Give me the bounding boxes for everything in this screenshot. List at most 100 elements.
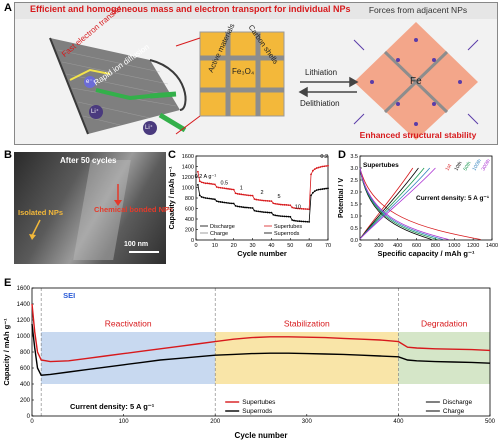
- region-band: [398, 332, 490, 384]
- data-point: [289, 215, 292, 218]
- x-tick-label: 50: [287, 243, 293, 249]
- data-point: [327, 164, 329, 167]
- data-point: [200, 196, 203, 198]
- x-tick-label: 800: [431, 243, 440, 249]
- data-point: [257, 210, 260, 213]
- y-tick-label: 1400: [182, 165, 194, 171]
- ion-symbol: Li⁺: [91, 109, 99, 115]
- x-tick-label: 400: [393, 243, 402, 249]
- x-axis-label: Cycle number: [237, 249, 287, 258]
- panel-e-label: E: [4, 277, 12, 289]
- y-tick-label: 200: [185, 228, 194, 234]
- fe3o4-grid: [175, 31, 285, 135]
- ion-symbol-2: Li⁺: [145, 125, 153, 131]
- data-point: [204, 197, 207, 199]
- data-point: [208, 182, 211, 185]
- data-point: [266, 199, 269, 202]
- data-point: [212, 198, 214, 200]
- y-tick-label: 3.5: [350, 154, 358, 160]
- discharge-curve-50th: [359, 167, 438, 240]
- data-point: [274, 214, 277, 217]
- data-point: [279, 215, 282, 218]
- panel-a-banner: [15, 3, 497, 19]
- data-point: [291, 206, 294, 209]
- x-tick-label: 1000: [448, 243, 460, 249]
- y-axis-label: Capacity / mAh g⁻¹: [169, 166, 176, 229]
- data-point: [272, 213, 275, 216]
- data-point: [236, 192, 239, 195]
- data-point: [287, 204, 290, 206]
- data-point: [240, 206, 243, 208]
- discharge-curve-1st: [359, 167, 481, 240]
- y-tick-label: 3.0: [350, 166, 358, 172]
- lithiation-label: Lithiation: [305, 68, 338, 77]
- rate-label: 5: [277, 194, 280, 200]
- supertube-illustration: [49, 37, 187, 135]
- x-tick-label: 600: [412, 243, 421, 249]
- cycle-label: 100th: [472, 158, 484, 172]
- conversion-arrows: [298, 76, 359, 98]
- data-point: [219, 201, 222, 203]
- data-point: [244, 193, 246, 196]
- y-tick-label: 2.0: [350, 190, 358, 196]
- rate-label: 10: [295, 205, 301, 211]
- data-point: [221, 187, 224, 189]
- data-point: [246, 194, 248, 197]
- charge-curve-50th: [359, 167, 425, 240]
- data-point: [268, 211, 271, 214]
- data-point: [321, 188, 324, 190]
- data-point: [259, 199, 262, 201]
- data-point: [257, 198, 260, 201]
- data-point: [240, 193, 243, 196]
- data-point: [315, 167, 318, 169]
- data-point: [242, 193, 245, 196]
- y-tick-label: 1.0: [350, 214, 358, 220]
- data-point: [242, 206, 245, 209]
- data-point: [306, 208, 309, 211]
- data-point: [208, 197, 211, 200]
- data-point: [234, 204, 237, 207]
- x-tick-label: 0: [358, 243, 361, 249]
- data-point: [302, 220, 305, 223]
- data-point: [198, 194, 201, 197]
- data-point: [266, 211, 269, 214]
- chart-c: 0 10 20 30 40 50 60 70 0 200 400 600 800 1000 1200 1400…: [169, 154, 331, 258]
- sei-label: SEI: [63, 291, 75, 300]
- chart-title: Supertubes: [363, 162, 399, 169]
- x-tick-label: 10: [212, 243, 218, 249]
- y-tick-label: 800: [20, 350, 31, 356]
- data-point: [296, 220, 299, 222]
- data-point: [202, 196, 205, 199]
- stability-label: Enhanced structural stability: [359, 130, 477, 140]
- data-point: [210, 197, 212, 200]
- x-tick-label: 40: [268, 243, 274, 249]
- current-density-label: Current density: 5 A g⁻¹: [70, 402, 155, 411]
- panel-c-label: C: [168, 149, 176, 161]
- y-tick-label: 1400: [17, 302, 31, 308]
- data-point: [264, 211, 267, 214]
- isolated-nps-label: Isolated NPs: [18, 208, 64, 217]
- data-point: [317, 166, 320, 169]
- data-point: [206, 182, 209, 185]
- data-point: [225, 201, 228, 204]
- data-point: [270, 211, 273, 214]
- data-point: [281, 215, 284, 218]
- data-point: [308, 208, 311, 211]
- data-point: [313, 168, 316, 171]
- data-point: [230, 202, 233, 205]
- data-point: [300, 207, 303, 210]
- x-tick-label: 60: [306, 243, 312, 249]
- chemical-nps-label: Chemical bonded NPs: [94, 205, 174, 214]
- data-point: [249, 194, 252, 197]
- y-tick-label: 0.0: [350, 238, 358, 244]
- plot-frame: [359, 155, 493, 241]
- data-point: [255, 198, 258, 201]
- x-tick-label: 100: [119, 419, 130, 425]
- y-tick-label: 1000: [182, 186, 194, 192]
- y-tick-label: 1.5: [350, 202, 358, 208]
- data-point: [281, 203, 284, 206]
- data-point: [289, 204, 292, 207]
- data-point: [295, 207, 297, 210]
- banner-text: Efficient and homogeneous mass and elect…: [30, 4, 351, 14]
- x-tick-label: 20: [231, 243, 237, 249]
